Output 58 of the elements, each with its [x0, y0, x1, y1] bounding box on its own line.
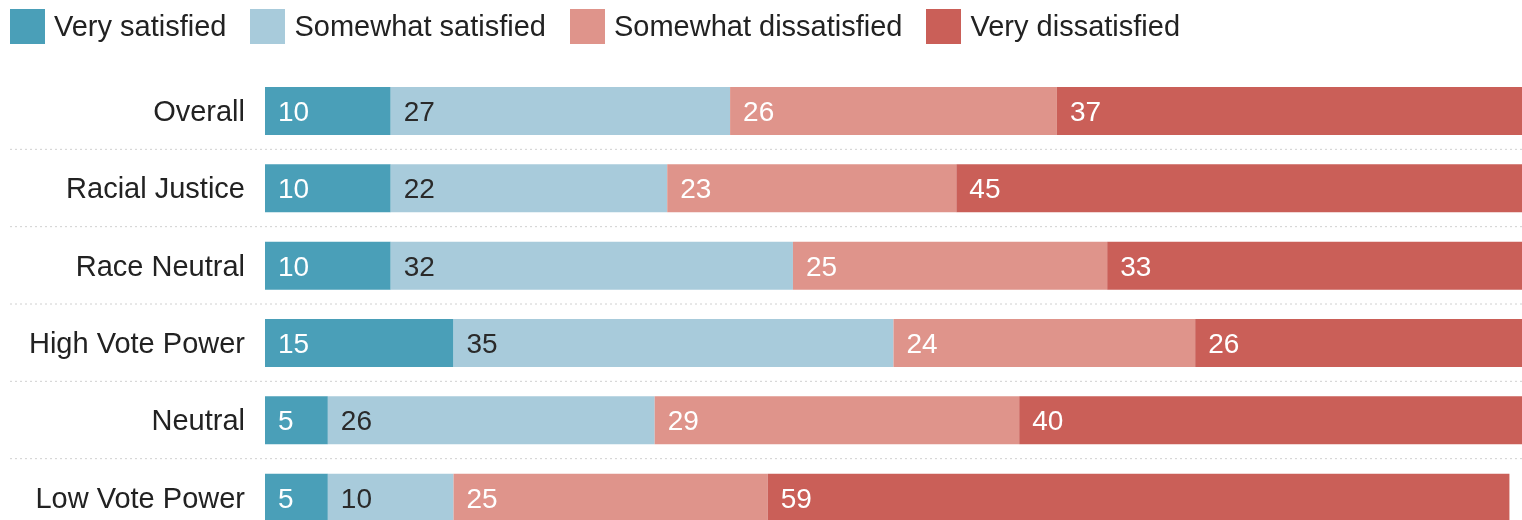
bar — [390, 87, 731, 135]
bar — [453, 473, 768, 520]
bar — [767, 473, 1510, 520]
bar — [327, 473, 454, 520]
data-label: 40 — [1032, 405, 1064, 437]
data-label: 33 — [1120, 250, 1152, 282]
data-label: 5 — [278, 405, 294, 437]
data-label: 26 — [340, 405, 373, 437]
bar — [667, 164, 957, 213]
legend-label: Somewhat satisfied — [294, 10, 546, 43]
legend-label: Very dissatisfied — [970, 10, 1181, 43]
data-label: 22 — [403, 173, 435, 205]
data-label: 10 — [278, 173, 310, 205]
bar — [1195, 319, 1522, 367]
bar — [730, 87, 1057, 135]
data-label: 15 — [278, 327, 310, 359]
bar — [1019, 396, 1522, 445]
data-label: 24 — [906, 327, 938, 359]
bar — [1107, 241, 1522, 290]
data-label: 26 — [1208, 327, 1240, 359]
data-label: 25 — [805, 250, 838, 282]
y-tick-label: High Vote Power — [28, 326, 246, 359]
bar — [265, 241, 391, 290]
bar — [327, 396, 655, 445]
data-label: 23 — [680, 173, 712, 205]
legend-label: Very satisfied — [54, 10, 227, 43]
bar — [265, 396, 328, 445]
bar — [453, 319, 894, 367]
data-label: 32 — [403, 250, 435, 282]
bar — [390, 164, 668, 213]
y-tick-label: Neutral — [151, 404, 245, 437]
data-label: 45 — [969, 173, 1001, 205]
data-label: 27 — [403, 95, 435, 127]
data-label: 5 — [278, 482, 294, 514]
bar — [654, 396, 1020, 445]
data-label: 59 — [780, 482, 812, 514]
bar — [265, 319, 454, 367]
y-tick-label: Overall — [153, 94, 245, 127]
bar — [1056, 87, 1522, 135]
data-label: 35 — [466, 327, 498, 359]
y-tick-label: Racial Justice — [66, 172, 245, 205]
data-label: 10 — [340, 482, 373, 514]
bar — [390, 241, 793, 290]
data-label: 37 — [1069, 95, 1102, 127]
legend-label: Somewhat dissatisfied — [613, 10, 903, 43]
y-tick-label: Race Neutral — [75, 249, 245, 282]
data-label: 10 — [278, 250, 310, 282]
data-label: 29 — [667, 405, 699, 437]
bar — [792, 241, 1108, 290]
bar — [956, 164, 1522, 213]
y-tick-label: Low Vote Power — [35, 481, 246, 514]
data-label: 25 — [466, 482, 498, 514]
bar — [265, 164, 391, 213]
data-label: 26 — [743, 95, 775, 127]
bar — [893, 319, 1196, 367]
bar — [265, 473, 328, 520]
data-label: 10 — [278, 95, 310, 127]
bar — [265, 87, 391, 135]
